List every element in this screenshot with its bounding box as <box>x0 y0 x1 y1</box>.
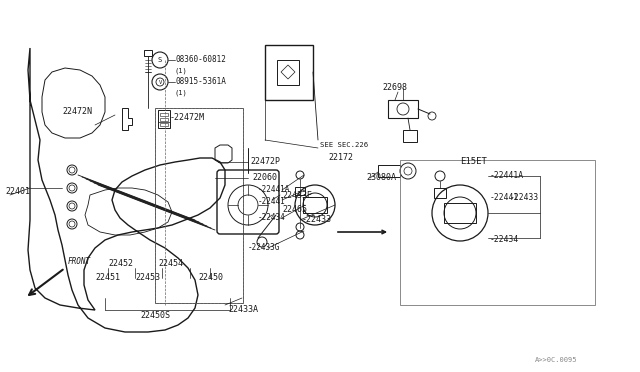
Text: -22434: -22434 <box>490 235 519 244</box>
Bar <box>160 123 168 126</box>
Text: -22472M: -22472M <box>170 113 205 122</box>
Text: 22472P: 22472P <box>250 157 280 167</box>
Text: 22451: 22451 <box>95 273 120 282</box>
Bar <box>378 165 400 177</box>
Text: -22441A: -22441A <box>490 171 524 180</box>
Text: -22433: -22433 <box>302 215 332 224</box>
Text: -22433G: -22433G <box>248 244 280 253</box>
Text: 22452: 22452 <box>108 260 133 269</box>
Bar <box>144 50 152 56</box>
Text: 22433A: 22433A <box>228 305 258 314</box>
Text: -22441A: -22441A <box>258 186 291 195</box>
Bar <box>388 100 418 118</box>
Text: -22433: -22433 <box>510 193 540 202</box>
Text: 22433E: 22433E <box>282 192 312 201</box>
Text: FRONT: FRONT <box>68 257 91 266</box>
Text: 22453: 22453 <box>135 273 160 282</box>
Text: S: S <box>158 57 162 63</box>
Text: 22465: 22465 <box>282 205 307 215</box>
Bar <box>434 188 446 198</box>
Text: 22450: 22450 <box>198 273 223 282</box>
Text: 08360-60812: 08360-60812 <box>175 55 226 64</box>
Text: 22450S: 22450S <box>140 311 170 320</box>
Text: 22401: 22401 <box>5 187 30 196</box>
Bar <box>265 45 313 100</box>
Bar <box>303 197 327 213</box>
Bar <box>158 110 170 128</box>
Bar <box>295 187 305 195</box>
Text: V: V <box>158 80 162 84</box>
Bar <box>277 60 299 85</box>
Bar <box>160 118 168 121</box>
Text: 08915-5361A: 08915-5361A <box>175 77 226 87</box>
Text: 22060: 22060 <box>252 173 277 183</box>
Text: -22441: -22441 <box>258 198 285 206</box>
Text: 22172: 22172 <box>328 154 353 163</box>
Text: (1): (1) <box>175 90 188 96</box>
Text: -22441: -22441 <box>490 193 519 202</box>
Bar <box>403 130 417 142</box>
Text: SEE SEC.226: SEE SEC.226 <box>320 142 368 148</box>
Text: 22472N: 22472N <box>62 108 92 116</box>
Text: E15ET: E15ET <box>460 157 487 167</box>
Text: -22434: -22434 <box>258 214 285 222</box>
Text: 22454: 22454 <box>158 260 183 269</box>
Text: 23080A: 23080A <box>366 173 396 183</box>
Text: 22698: 22698 <box>382 83 407 93</box>
Bar <box>444 203 476 223</box>
Bar <box>160 113 168 116</box>
Text: (1): (1) <box>175 68 188 74</box>
Text: A>>0C.0095: A>>0C.0095 <box>535 357 577 363</box>
Bar <box>400 160 595 305</box>
Bar <box>155 108 243 303</box>
